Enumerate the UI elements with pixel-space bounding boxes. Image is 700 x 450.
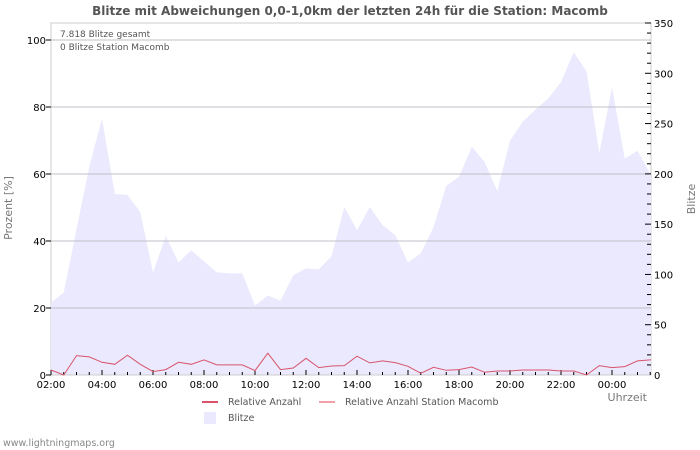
legend-label-blitze: Blitze — [228, 413, 255, 424]
legend-swatch-blitze — [204, 412, 216, 424]
x-tick-label: 22:00 — [547, 380, 576, 391]
x-tick-label: 12:00 — [292, 380, 321, 391]
footer-source: www.lightningmaps.org — [3, 438, 115, 449]
x-tick-label: 16:00 — [394, 380, 423, 391]
y-right-tick-label: 300 — [654, 69, 673, 80]
legend-label-relative-anzahl: Relative Anzahl — [228, 397, 301, 408]
x-tick-label: 18:00 — [445, 380, 474, 391]
x-tick-label: 04:00 — [88, 380, 117, 391]
x-axis-label: Uhrzeit — [608, 391, 648, 404]
x-tick-label: 00:00 — [598, 380, 627, 391]
y-axis-left-label: Prozent [%] — [2, 176, 15, 240]
x-tick-label: 06:00 — [139, 380, 168, 391]
y-right-tick-label: 150 — [654, 220, 673, 231]
legend-swatch-relative-anzahl — [202, 401, 218, 403]
y-right-tick-label: 250 — [654, 120, 673, 131]
y-right-tick-label: 0 — [654, 371, 660, 382]
info-station: 0 Blitze Station Macomb — [60, 43, 170, 53]
y-right-tick-label: 100 — [654, 270, 673, 281]
x-tick-label: 14:00 — [343, 380, 372, 391]
y-left-tick-label: 60 — [33, 170, 46, 181]
legend: Relative Anzahl Relative Anzahl Station … — [202, 397, 498, 424]
y-left-tick-label: 40 — [33, 237, 46, 248]
x-tick-label: 10:00 — [241, 380, 270, 391]
chart-title: Blitze mit Abweichungen 0,0-1,0km der le… — [92, 4, 608, 18]
x-tick-label: 20:00 — [496, 380, 525, 391]
y-right-tick-label: 50 — [654, 321, 667, 332]
y-left-tick-label: 0 — [40, 371, 46, 382]
y-right-tick-label: 350 — [654, 19, 673, 30]
info-total: 7.818 Blitze gesamt — [60, 30, 151, 40]
y-right-tick-label: 200 — [654, 170, 673, 181]
legend-swatch-relative-anzahl-station — [319, 401, 335, 403]
series-blitze-area — [51, 52, 651, 375]
series-relative-anzahl-line — [50, 352, 651, 376]
legend-label-relative-anzahl-station: Relative Anzahl Station Macomb — [345, 397, 498, 408]
y-left-tick-label: 100 — [27, 36, 46, 47]
x-tick-label: 02:00 — [37, 380, 66, 391]
x-tick-label: 08:00 — [190, 380, 219, 391]
y-left-tick-label: 80 — [33, 103, 46, 114]
y-left-tick-label: 20 — [33, 304, 46, 315]
y-axis-right-label: Blitze — [685, 184, 698, 215]
plot-area: 0 20 40 60 80 100 0 50 100 150 200 250 300 350 02:00 04… — [27, 19, 673, 391]
